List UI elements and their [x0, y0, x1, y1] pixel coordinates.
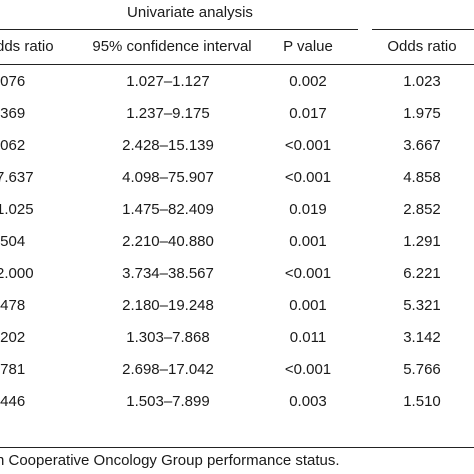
table-row: .076 1.027–1.127 0.002 1.023 [0, 66, 474, 98]
table-row: .446 1.503–7.899 0.003 1.510 [0, 386, 474, 418]
odds-ratio-cell: .504 [0, 233, 26, 250]
p-value-cell: 0.003 [289, 393, 327, 410]
odds-ratio-cell: 2.000 [0, 265, 34, 282]
odds-ratio-cell: .781 [0, 361, 26, 378]
confidence-interval-cell: 1.475–82.409 [122, 201, 214, 218]
p-value-cell: 0.011 [289, 329, 327, 346]
group-header-rule [0, 29, 358, 30]
table-row: .504 2.210–40.880 0.001 1.291 [0, 226, 474, 258]
group-header-rule-right [372, 29, 474, 30]
table-row: .369 1.237–9.175 0.017 1.975 [0, 98, 474, 130]
univariate-group-header: Univariate analysis [127, 4, 253, 21]
p-value-cell: <0.001 [284, 361, 332, 378]
confidence-interval-cell: 1.237–9.175 [126, 105, 210, 122]
table-row: .781 2.698–17.042 <0.001 5.766 [0, 354, 474, 386]
p-value-cell: <0.001 [284, 169, 332, 186]
odds-ratio-cell: .446 [0, 393, 26, 410]
confidence-interval-cell: 2.428–15.139 [122, 137, 214, 154]
p-value-cell: <0.001 [284, 137, 332, 154]
odds-ratio-cell-2: 4.858 [403, 169, 441, 186]
odds-ratio-cell-2: 3.667 [403, 137, 441, 154]
odds-ratio-cell: .202 [0, 329, 26, 346]
confidence-interval-cell: 3.734–38.567 [122, 265, 214, 282]
p-value-header: P value [283, 38, 333, 55]
table-row: 2.000 3.734–38.567 <0.001 6.221 [0, 258, 474, 290]
confidence-interval-cell: 1.503–7.899 [126, 393, 210, 410]
confidence-interval-header: 95% confidence interval [92, 38, 252, 55]
confidence-interval-cell: 4.098–75.907 [122, 169, 214, 186]
p-value-cell: 0.017 [289, 105, 327, 122]
p-value-cell: 0.002 [289, 73, 327, 90]
odds-ratio-cell: .369 [0, 105, 26, 122]
odds-ratio-cell-2: 1.510 [403, 393, 441, 410]
odds-ratio-cell-2: 5.321 [403, 297, 441, 314]
odds-ratio-cell-2: 6.221 [403, 265, 441, 282]
odds-ratio-cell-2: 2.852 [403, 201, 441, 218]
table-row: 1.025 1.475–82.409 0.019 2.852 [0, 194, 474, 226]
odds-ratio-cell: 7.637 [0, 169, 34, 186]
table-bottom-rule [0, 447, 474, 448]
odds-ratio-cell-2: 5.766 [403, 361, 441, 378]
p-value-cell: 0.001 [289, 233, 327, 250]
column-header-rule [0, 64, 474, 65]
p-value-cell: <0.001 [284, 265, 332, 282]
p-value-cell: 0.001 [289, 297, 327, 314]
table-row: .062 2.428–15.139 <0.001 3.667 [0, 130, 474, 162]
confidence-interval-cell: 1.027–1.127 [126, 73, 210, 90]
table-footnote: n Cooperative Oncology Group performance… [0, 452, 340, 469]
table-row: .478 2.180–19.248 0.001 5.321 [0, 290, 474, 322]
confidence-interval-cell: 2.210–40.880 [122, 233, 214, 250]
confidence-interval-cell: 2.698–17.042 [122, 361, 214, 378]
odds-ratio-cell: 1.025 [0, 201, 34, 218]
odds-ratio-cell: .076 [0, 73, 26, 90]
odds-ratio-header: dds ratio [0, 38, 54, 55]
odds-ratio-cell-2: 1.975 [403, 105, 441, 122]
odds-ratio-cell-2: 1.291 [403, 233, 441, 250]
table-row: 7.637 4.098–75.907 <0.001 4.858 [0, 162, 474, 194]
odds-ratio-cell-2: 3.142 [403, 329, 441, 346]
table-row: .202 1.303–7.868 0.011 3.142 [0, 322, 474, 354]
odds-ratio-header-2: Odds ratio [387, 38, 457, 55]
odds-ratio-cell: .062 [0, 137, 26, 154]
p-value-cell: 0.019 [289, 201, 327, 218]
odds-ratio-cell: .478 [0, 297, 26, 314]
confidence-interval-cell: 1.303–7.868 [126, 329, 210, 346]
odds-ratio-cell-2: 1.023 [403, 73, 441, 90]
confidence-interval-cell: 2.180–19.248 [122, 297, 214, 314]
table-body: .076 1.027–1.127 0.002 1.023 .369 1.237–… [0, 66, 474, 418]
